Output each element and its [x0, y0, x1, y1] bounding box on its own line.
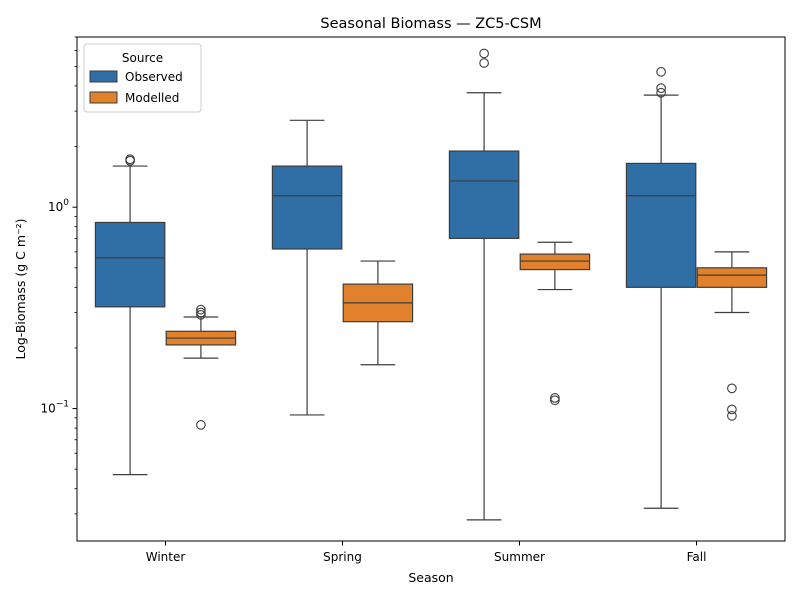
x-tick-label: Spring	[323, 550, 362, 564]
legend-title: Source	[122, 51, 163, 65]
box-observed-fall-outlier-1	[656, 83, 666, 94]
box-observed-summer-outlier-1	[479, 48, 489, 59]
box-modelled-winter-outlier-2	[196, 307, 206, 318]
box-observed-summer-outlier-0	[479, 58, 489, 68]
box-modelled-fall-iqr-box	[696, 267, 768, 288]
y-tick-base: 10	[48, 200, 63, 214]
box-observed-winter-iqr-box	[94, 221, 166, 308]
box-observed-spring-iqr-box	[271, 165, 343, 250]
chart-title: Seasonal Biomass — ZC5-CSM	[320, 16, 541, 32]
y-tick-base: 10	[40, 402, 55, 416]
box-modelled-winter-outlier-1	[196, 310, 206, 320]
y-tick-label: 100	[48, 198, 69, 214]
x-tick-label: Fall	[687, 550, 707, 564]
box-modelled-fall-outlier-2	[727, 383, 737, 394]
box-observed-fall-outlier-0	[656, 87, 666, 98]
box-modelled-summer-outlier-1	[550, 393, 560, 403]
box-observed-summer-iqr-box	[448, 150, 520, 239]
legend-label-modelled: Modelled	[125, 91, 179, 105]
legend-swatch-observed	[89, 70, 118, 83]
box-modelled-fall-outlier-0	[727, 411, 737, 421]
legend-label-observed: Observed	[125, 70, 183, 84]
box-observed-fall-iqr-box	[625, 162, 697, 288]
box-observed-fall-outlier-2	[656, 66, 666, 77]
y-tick-exponent: −1	[56, 400, 69, 410]
x-tick-label: Winter	[146, 550, 186, 564]
box-observed-winter-outlier-1	[125, 154, 135, 165]
plot-frame	[76, 36, 786, 542]
y-tick-label: 10−1	[40, 400, 69, 416]
box-modelled-winter-outlier-3	[196, 304, 206, 315]
x-tick-label: Summer	[494, 550, 545, 564]
box-modelled-summer-outlier-0	[550, 395, 560, 406]
legend: Source Observed Modelled	[83, 43, 202, 113]
box-modelled-summer-iqr-box	[519, 253, 591, 271]
box-modelled-fall-outlier-1	[727, 404, 737, 415]
x-axis-label: Season	[408, 570, 453, 585]
y-axis-label: Log-Biomass (g C m⁻²)	[13, 218, 28, 359]
box-modelled-winter-outlier-0	[196, 420, 206, 430]
legend-swatch-modelled	[89, 91, 118, 104]
plot-area	[94, 48, 768, 521]
y-tick-exponent: 0	[63, 198, 69, 208]
